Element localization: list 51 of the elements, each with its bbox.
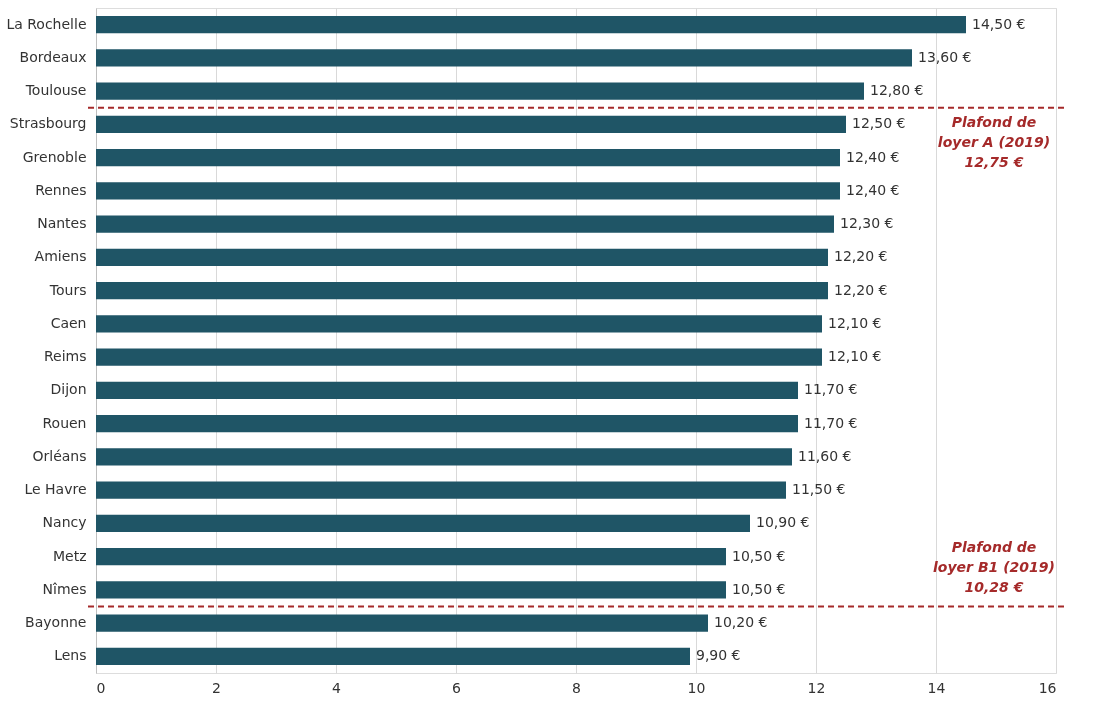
data-label: 11,70 € — [804, 414, 858, 431]
data-label: 10,50 € — [732, 547, 786, 564]
y-tick-label: Metz — [52, 547, 87, 564]
y-tick-label: Bayonne — [25, 614, 87, 631]
y-tick-label: La Rochelle — [6, 15, 87, 32]
y-tick-label: Nantes — [37, 215, 87, 232]
data-label: 12,10 € — [828, 314, 882, 331]
y-tick-label: Nancy — [42, 514, 87, 531]
y-tick-label: Dijon — [50, 381, 87, 398]
y-tick-label: Lens — [54, 647, 87, 664]
y-tick-label: Caen — [50, 314, 87, 331]
data-label: 12,80 € — [870, 82, 924, 99]
data-label: 10,50 € — [732, 580, 786, 597]
data-label: 12,50 € — [852, 115, 906, 132]
data-label: 13,60 € — [918, 48, 972, 65]
y-tick-label: Bordeaux — [19, 48, 87, 65]
data-label: 12,30 € — [840, 215, 894, 232]
x-tick-label: 4 — [332, 679, 342, 696]
x-tick-label: 14 — [927, 679, 946, 696]
data-label: 10,20 € — [714, 614, 768, 631]
x-tick-label: 10 — [687, 679, 706, 696]
y-tick-label: Strasbourg — [9, 115, 87, 132]
y-tick-label: Grenoble — [22, 148, 87, 165]
x-tick-label: 2 — [212, 679, 221, 696]
ref-line-label: Plafond de loyer B1 (2019) 10,28 € — [933, 538, 1055, 595]
data-label: 12,20 € — [834, 248, 888, 265]
data-label: 10,90 € — [756, 514, 810, 531]
y-tick-label: Le Havre — [24, 481, 87, 498]
y-tick-label: Reims — [43, 348, 87, 365]
data-label: 9,90 € — [696, 647, 741, 664]
data-label: 12,40 € — [846, 148, 900, 165]
y-tick-label: Orléans — [32, 447, 87, 464]
y-tick-label: Tours — [48, 281, 87, 298]
data-label: 11,70 € — [804, 381, 858, 398]
data-label: 12,40 € — [846, 181, 900, 198]
data-label: 12,10 € — [828, 348, 882, 365]
ref-line-label: Plafond de loyer A (2019) 12,75 € — [937, 113, 1051, 170]
data-label: 11,50 € — [792, 481, 846, 498]
x-tick-label: 12 — [807, 679, 826, 696]
y-tick-label: Rennes — [35, 181, 87, 198]
data-label: 11,60 € — [798, 447, 852, 464]
y-tick-label: Amiens — [34, 248, 87, 265]
x-tick-label: 16 — [1038, 679, 1057, 696]
y-tick-label: Toulouse — [24, 82, 87, 99]
x-tick-label: 8 — [572, 679, 581, 696]
y-tick-label: Rouen — [42, 414, 87, 431]
data-label: 14,50 € — [972, 15, 1026, 32]
x-tick-label: 6 — [452, 679, 462, 696]
data-label: 12,20 € — [834, 281, 888, 298]
x-tick-label: 0 — [96, 679, 106, 696]
y-tick-label: Nîmes — [42, 580, 87, 597]
